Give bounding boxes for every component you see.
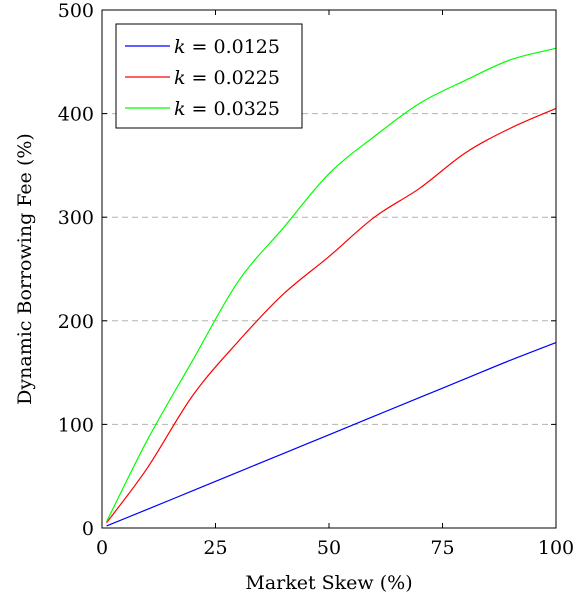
x-tick-label-4: 100 xyxy=(538,537,574,559)
legend-value-2: = 0.0325 xyxy=(192,98,280,120)
x-tick-label-1: 25 xyxy=(203,537,227,559)
legend-box xyxy=(115,23,303,129)
series-lines xyxy=(106,47,557,527)
legend: k = 0.0125 k = 0.0225 k = 0.0325 xyxy=(115,23,303,129)
y-tick-label-2: 200 xyxy=(58,311,94,333)
series-line-2 xyxy=(106,47,557,523)
x-tick-label-2: 50 xyxy=(317,537,341,559)
y-tick-label-1: 100 xyxy=(58,414,94,436)
legend-value-1: = 0.0225 xyxy=(192,67,280,89)
legend-label-2: k = 0.0325 xyxy=(174,98,280,120)
x-tick-label-0: 0 xyxy=(96,537,108,559)
series-line-0 xyxy=(106,341,557,527)
legend-value-0: = 0.0125 xyxy=(192,36,280,58)
series-line-1 xyxy=(106,107,557,524)
legend-symbol-0: k xyxy=(174,36,186,58)
y-tick-label-5: 500 xyxy=(58,0,94,22)
x-axis-title: Market Skew (%) xyxy=(245,572,412,594)
legend-symbol-2: k xyxy=(174,98,186,120)
y-axis-ticks: 0 100 200 300 400 500 xyxy=(58,0,556,540)
y-tick-label-3: 300 xyxy=(58,207,94,229)
y-axis-title: Dynamic Borrowing Fee (%) xyxy=(14,133,36,405)
y-tick-label-4: 400 xyxy=(58,104,94,126)
grid-lines xyxy=(102,113,556,425)
y-tick-label-0: 0 xyxy=(82,518,94,540)
x-tick-label-3: 75 xyxy=(430,537,454,559)
legend-label-0: k = 0.0125 xyxy=(174,36,280,58)
legend-symbol-1: k xyxy=(174,67,186,89)
legend-label-1: k = 0.0225 xyxy=(174,67,280,89)
x-axis-ticks: 0 25 50 75 100 xyxy=(96,10,574,559)
